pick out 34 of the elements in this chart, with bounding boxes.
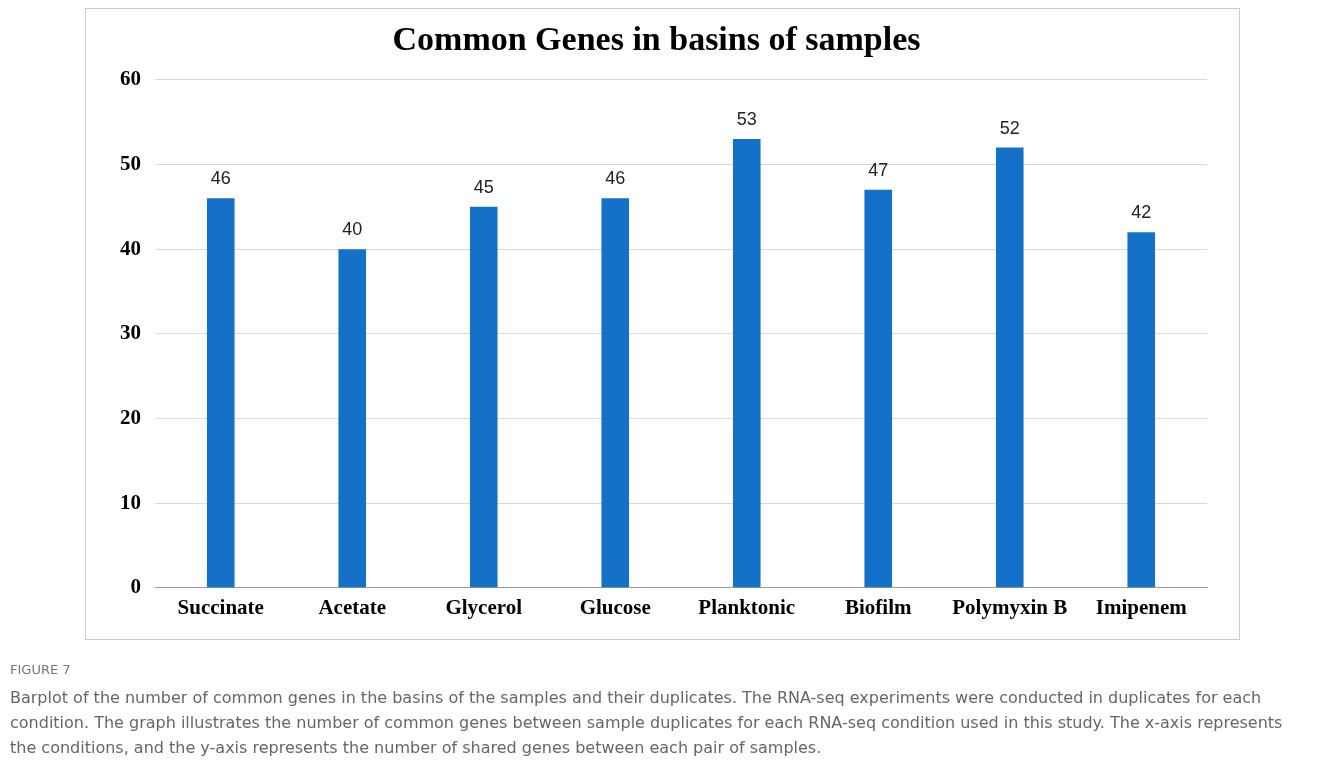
- x-tick-label: Glucose: [579, 594, 651, 619]
- y-tick-label: 40: [120, 235, 141, 260]
- bar: [338, 249, 367, 588]
- bar: [601, 198, 630, 588]
- x-tick-label: Acetate: [318, 594, 387, 619]
- chart-title: Common Genes in basins of samples: [392, 20, 921, 58]
- x-tick-label: Biofilm: [845, 594, 912, 619]
- caption: FIGURE 7: [10, 662, 72, 677]
- x-tick-label: Polymyxin B: [952, 594, 1068, 619]
- x-tick-label: Succinate: [177, 594, 264, 619]
- data-label: 42: [1131, 202, 1152, 223]
- bar: [469, 206, 498, 588]
- data-label: 46: [605, 168, 626, 189]
- data-label: 53: [736, 109, 757, 130]
- bar: [1127, 232, 1156, 588]
- bar: [732, 139, 761, 588]
- bar: [995, 147, 1024, 588]
- y-tick-label: 10: [120, 489, 141, 514]
- data-label: 47: [868, 159, 889, 180]
- bar: [206, 198, 235, 588]
- y-tick-label: 0: [130, 574, 141, 599]
- y-tick-label: 30: [120, 320, 141, 345]
- x-tick-label: Imipenem: [1095, 594, 1188, 619]
- data-label: 52: [999, 117, 1020, 138]
- data-label: 46: [210, 168, 231, 189]
- y-tick-label: 20: [120, 404, 141, 429]
- text: Barplot of the number of common genes in the basins of the samples and their duplicates. The RNA-seq experiments were conducted in duplicates for each condition. The graph illustrates the number of common genes between sample duplicates for each RNA-seq condition used in this study. The x-axis represents the conditions, and the y-axis represents the number of shared genes between each pair of samples.: [10, 687, 1284, 759]
- bar: [864, 189, 893, 588]
- y-tick-label: 60: [120, 66, 141, 91]
- x-tick-label: Planktonic: [698, 594, 796, 619]
- x-tick-label: Glycerol: [445, 594, 523, 619]
- data-label: 45: [473, 176, 494, 197]
- y-tick-label: 50: [120, 150, 141, 175]
- data-label: 40: [342, 219, 363, 240]
